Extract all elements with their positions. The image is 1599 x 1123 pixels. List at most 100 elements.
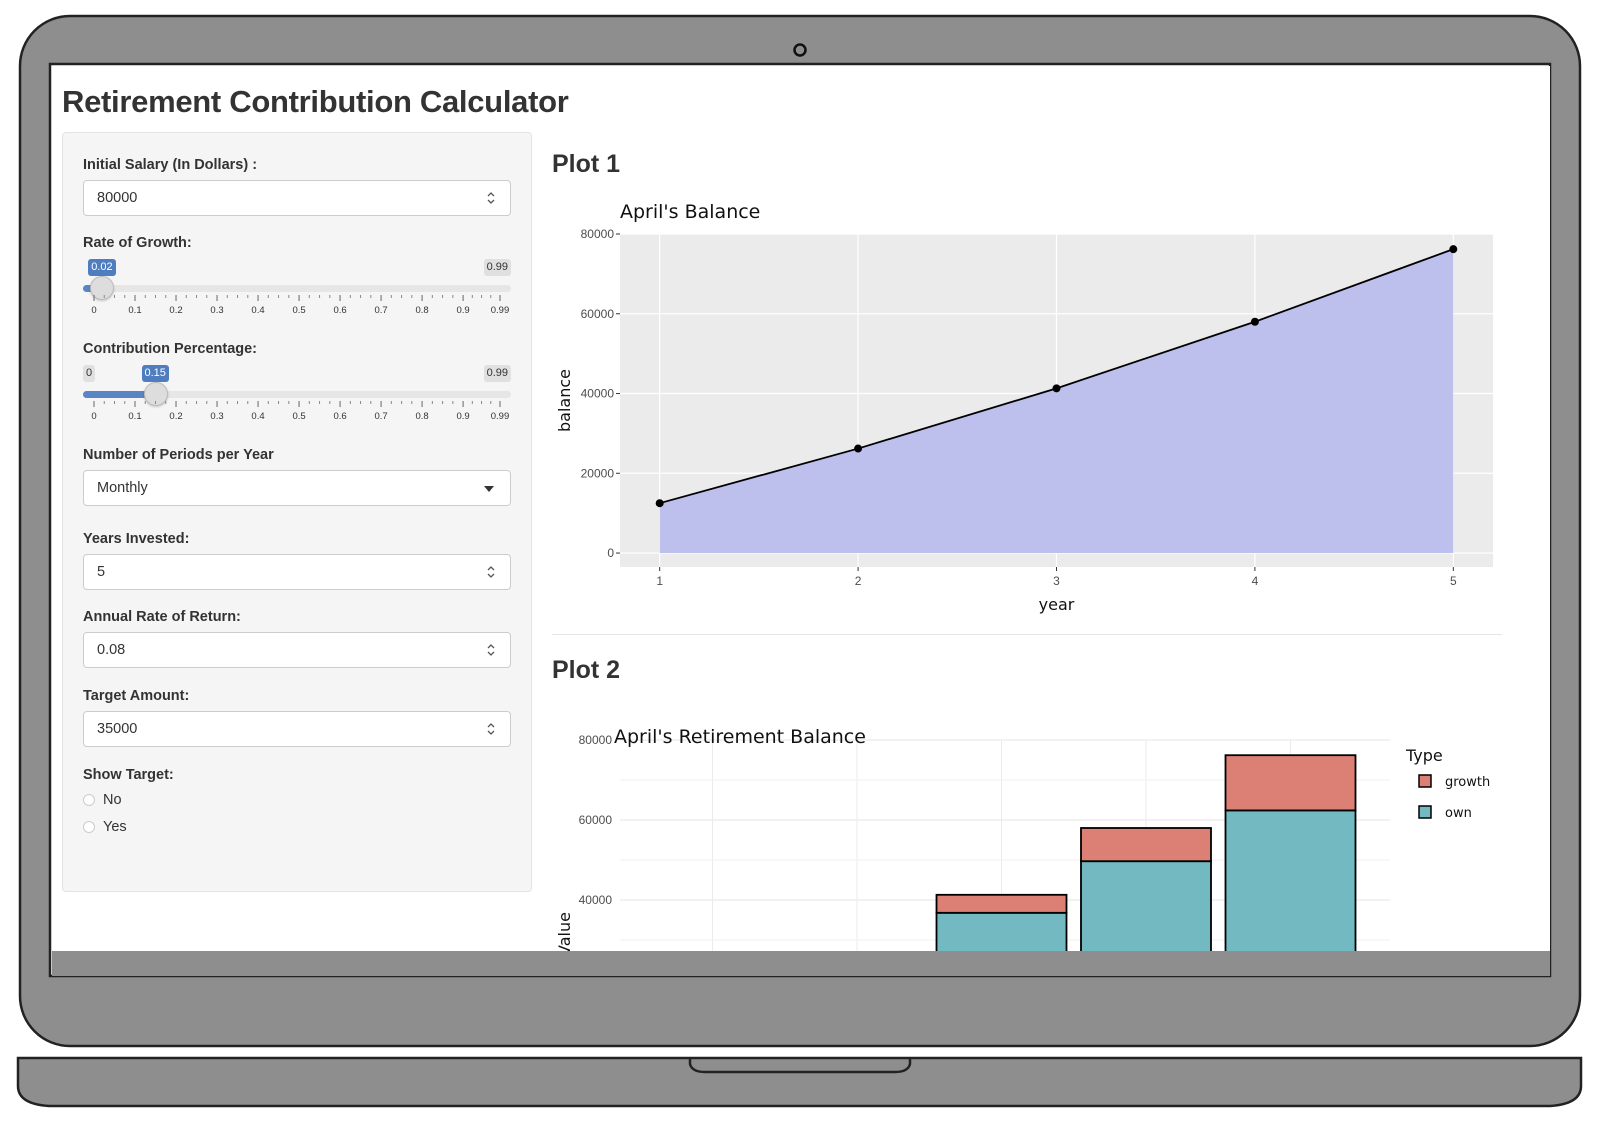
periods-label: Number of Periods per Year: [83, 447, 274, 463]
bar-own: [1224, 809, 1357, 976]
y-tick-label: 60000: [579, 813, 613, 827]
years-value: 5: [97, 564, 106, 580]
page-title: Retirement Contribution Calculator: [62, 84, 569, 119]
slider-tick-label: 0: [91, 305, 96, 316]
radio-yes[interactable]: Yes: [83, 819, 127, 835]
contribution-label: Contribution Percentage:: [83, 341, 258, 357]
slider-tick-label: 0.4: [251, 305, 264, 316]
radio-circle[interactable]: [83, 821, 95, 834]
section-divider: [552, 634, 1502, 635]
return-label: Annual Rate of Return:: [83, 609, 241, 625]
slider-tick-label: 0: [91, 411, 96, 422]
slider-tick-label: 0.7: [374, 305, 387, 316]
input-sidebar: Initial Salary (In Dollars) : 80000 Rate…: [62, 132, 532, 892]
x-tick-label: 1: [656, 574, 663, 588]
slider-ticks: 0 0.1 0.2 0.3 0.4 0.5 0.6 0.7 0.8 0.9 0.99: [91, 401, 510, 422]
slider-tick-label: 0.1: [128, 305, 141, 316]
return-value: 0.08: [97, 642, 126, 658]
periods-select[interactable]: Monthly: [83, 470, 511, 506]
radio-circle[interactable]: [83, 794, 95, 807]
slider-tick-label: 0.2: [169, 305, 182, 316]
x-tick-label: 5: [1450, 574, 1457, 588]
balance-point: [655, 499, 664, 508]
laptop-bottom-bezel: [52, 951, 1550, 976]
slider-tick-label: 0.6: [333, 305, 346, 316]
radio-label: Yes: [103, 819, 127, 835]
slider-max-badge: 0.99: [483, 365, 511, 382]
slider-tick-label: 0.9: [456, 305, 469, 316]
slider-tick-label: 0.99: [491, 305, 510, 316]
spinner-icon[interactable]: [486, 721, 496, 737]
slider-tick-label: 0.3: [210, 305, 223, 316]
app-screen: Retirement Contribution Calculator Initi…: [52, 66, 1550, 976]
growth-label: Rate of Growth:: [83, 235, 192, 251]
chart-title: April's Balance: [620, 201, 760, 223]
x-tick-label: 3: [1053, 574, 1060, 588]
legend-label: growth: [1445, 775, 1490, 790]
slider-tick-label: 0.7: [374, 411, 387, 422]
slider-min-badge: 0: [83, 365, 96, 382]
slider-value-badge: 0.15: [141, 365, 169, 382]
slider-tick-label: 0.1: [128, 411, 141, 422]
years-label: Years Invested:: [83, 531, 190, 547]
years-input[interactable]: 5: [83, 554, 511, 590]
radio-no[interactable]: No: [83, 792, 122, 808]
slider-max-badge: 0.99: [483, 259, 511, 276]
slider-tick-label: 0.9: [456, 411, 469, 422]
return-input[interactable]: 0.08: [83, 632, 511, 668]
target-label: Target Amount:: [83, 688, 190, 704]
balance-point: [1250, 317, 1259, 326]
slider-track[interactable]: [83, 285, 511, 292]
legend-title: Type: [1405, 746, 1443, 765]
slider-tick-label: 0.5: [292, 411, 305, 422]
balance-point: [1449, 245, 1458, 254]
contribution-slider[interactable]: 0 0.15 0.99 0 0.1 0.2 0.3 0.4 0.5 0.6 0.7 0.8 0.9…: [83, 365, 511, 425]
bar-growth: [935, 893, 1068, 914]
plot1-heading: Plot 1: [552, 150, 621, 178]
slider-tick-label: 0.8: [415, 305, 428, 316]
slider-value-badge: 0.02: [88, 259, 116, 276]
slider-fill: [83, 391, 156, 398]
legend-label: own: [1445, 806, 1472, 821]
slider-tick-label: 0.4: [251, 411, 264, 422]
slider-tick-label: 0.6: [333, 411, 346, 422]
x-tick-label: 2: [855, 574, 862, 588]
plot2-heading: Plot 2: [552, 656, 621, 684]
spinner-icon[interactable]: [486, 190, 496, 206]
slider-tick-label: 0.5: [292, 305, 305, 316]
y-tick-label: 0: [607, 546, 614, 560]
y-tick-label: 20000: [581, 466, 615, 480]
target-input[interactable]: 35000: [83, 711, 511, 747]
slider-tick-label: 0.2: [169, 411, 182, 422]
retirement-bar-chart: 40000 60000 80000 April's Retirement Balanc…: [555, 726, 1490, 976]
slider-tick-label: 0.8: [415, 411, 428, 422]
y-tick-label: 40000: [581, 387, 615, 401]
salary-value: 80000: [97, 190, 138, 206]
spinner-icon[interactable]: [486, 642, 496, 658]
y-tick-label: 40000: [579, 893, 613, 907]
bar-growth: [1080, 827, 1212, 863]
growth-slider[interactable]: 0.02 0.99 0 0.1 0.2 0.3 0.4 0.5 0.6 0.7 0.8 0.9 0.…: [83, 259, 511, 319]
salary-label: Initial Salary (In Dollars) :: [83, 157, 258, 173]
target-value: 35000: [97, 721, 138, 737]
camera-icon: [793, 43, 807, 57]
balance-point: [1052, 384, 1061, 393]
y-axis-label: Value: [555, 912, 574, 956]
y-tick-label: 60000: [581, 307, 615, 321]
y-tick-label: 80000: [579, 733, 613, 747]
legend-key: [1418, 774, 1432, 788]
spinner-icon[interactable]: [486, 564, 496, 580]
x-axis-label: year: [1039, 595, 1075, 614]
balance-point: [854, 444, 863, 453]
slider-track[interactable]: [83, 391, 511, 398]
balance-area-chart: 0 20000 40000 60000 80000 1 2 3 4 5 April's Balanc…: [555, 201, 1493, 614]
y-axis-label: balance: [555, 369, 574, 432]
periods-value: Monthly: [97, 480, 148, 496]
show-target-label: Show Target:: [83, 767, 174, 783]
salary-input[interactable]: 80000: [83, 180, 511, 216]
chevron-down-icon[interactable]: [484, 486, 494, 492]
radio-label: No: [103, 792, 122, 808]
legend-key: [1418, 805, 1432, 819]
slider-tick-label: 0.99: [491, 411, 510, 422]
y-tick-label: 80000: [581, 227, 615, 241]
